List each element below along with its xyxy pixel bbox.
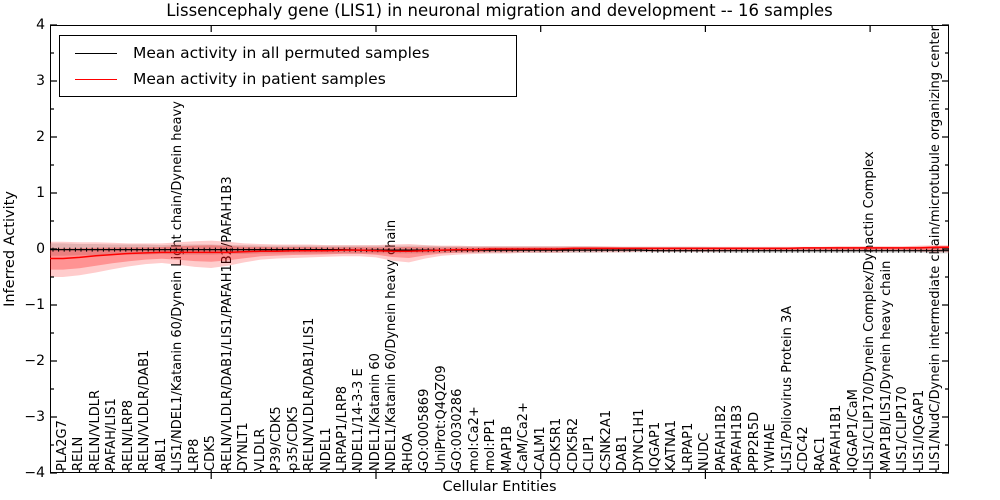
x-tick-label: RELN bbox=[71, 436, 87, 471]
x-tick-label: PAFAH1B3 bbox=[730, 404, 746, 471]
x-tick-label: DYNC1H1 bbox=[631, 408, 647, 471]
x-tick-label: YWHAE bbox=[763, 423, 779, 471]
y-tick-label: −2 bbox=[24, 353, 45, 369]
x-tick-label: LIS1/NudC/Dynein intermediate chain/micr… bbox=[928, 26, 943, 471]
x-tick-label: NDEL1/Katanin 60 bbox=[367, 353, 383, 471]
x-tick-label: PAFAH1B1 bbox=[829, 404, 845, 471]
legend-item: Mean activity in all permuted samples bbox=[60, 40, 516, 66]
x-tick-label: CDK5 bbox=[203, 435, 219, 471]
legend-item: Mean activity in patient samples bbox=[60, 66, 516, 92]
x-tick-label: LRP8 bbox=[186, 438, 202, 471]
x-tick-label: RELN/VLDLR/DAB1 bbox=[137, 349, 153, 471]
x-tick-label: PLA2G7 bbox=[55, 420, 70, 471]
x-tick-label: GO:0030286 bbox=[450, 388, 466, 471]
legend-line-permuted-icon bbox=[75, 52, 117, 54]
x-tick-label: P39/CDK5 bbox=[269, 406, 285, 471]
x-tick-label: GO:0005869 bbox=[417, 388, 433, 471]
x-tick-label: mol:PP1 bbox=[483, 418, 499, 471]
x-tick-label: RHOA bbox=[400, 433, 416, 471]
x-tick-label: MAP1B/LIS1/Dynein heavy chain bbox=[878, 260, 894, 471]
x-tick-label: CLIP1 bbox=[582, 434, 598, 471]
x-tick-label: LIS1/CLIP170 bbox=[895, 386, 911, 471]
x-tick-label: IQGAP1 bbox=[647, 421, 663, 471]
x-tick-label: NDEL1/Katanin 60/Dynein heavy chain bbox=[384, 219, 400, 471]
x-tick-label: RELN/VLDLR bbox=[87, 389, 103, 471]
y-tick-label: 4 bbox=[36, 17, 45, 33]
x-tick-label: PPP2R5D bbox=[746, 411, 762, 471]
x-tick-label: KATNA1 bbox=[664, 419, 680, 471]
x-tick-label: DYNLT1 bbox=[236, 422, 252, 471]
x-tick-label: NDEL1 bbox=[318, 427, 334, 471]
legend-line-patient-icon bbox=[75, 78, 117, 80]
x-tick-label: CDK5R2 bbox=[565, 417, 581, 471]
x-tick-label: LIS1/NDEL1/Katanin 60/Dynein Light chain… bbox=[170, 61, 186, 471]
y-tick-label: 2 bbox=[36, 129, 45, 145]
y-tick-label: 1 bbox=[36, 185, 45, 201]
x-tick-label: UniProt:Q4QZ09 bbox=[433, 365, 449, 471]
y-tick-label: 0 bbox=[36, 241, 45, 257]
x-tick-label: PAFAH1B2 bbox=[713, 404, 729, 471]
x-tick-label: LIS1/Poliovirus Protein 3A bbox=[779, 305, 795, 471]
x-tick-label: RELN/VLDLR/DAB1/LIS1/PAFAH1B2/PAFAH1B3 bbox=[219, 176, 235, 471]
x-tick-label: CALM1 bbox=[532, 426, 548, 471]
x-tick-label: NDEL1/14-3-3 E bbox=[351, 368, 367, 471]
legend-label: Mean activity in all permuted samples bbox=[133, 44, 430, 62]
x-tick-label: LIS1/CLIP170/Dynein Complex/Dynactin Com… bbox=[862, 151, 878, 471]
y-tick-label: −3 bbox=[24, 409, 45, 425]
x-tick-label: CaM/Ca2+ bbox=[516, 402, 532, 471]
x-tick-label: mol:Ca2+ bbox=[466, 406, 482, 471]
x-tick-label: LRPAP1/LRP8 bbox=[335, 385, 351, 471]
x-tick-label: DAB1 bbox=[615, 435, 631, 471]
x-tick-label: MAP1B bbox=[499, 425, 515, 471]
x-axis-label: Cellular Entities bbox=[442, 479, 557, 495]
x-tick-label: p35/CDK5 bbox=[285, 405, 301, 471]
y-tick-label: −4 bbox=[24, 465, 45, 481]
x-tick-label: ABL1 bbox=[153, 437, 169, 471]
y-tick-label: −1 bbox=[24, 297, 45, 313]
x-tick-label: NUDC bbox=[697, 432, 713, 471]
x-tick-label: IQGAP1/CaM bbox=[845, 389, 861, 471]
x-tick-label: RELN/LRP8 bbox=[120, 400, 136, 471]
y-tick-label: 3 bbox=[36, 73, 45, 89]
legend-label: Mean activity in patient samples bbox=[133, 70, 386, 88]
x-tick-label: VLDLR bbox=[252, 428, 268, 471]
x-tick-label: RAC1 bbox=[812, 436, 828, 471]
x-tick-label: PAFAH/LIS1 bbox=[104, 398, 120, 471]
x-tick-label: RELN/VLDLR/DAB1/LIS1 bbox=[302, 317, 318, 471]
x-tick-label: LRPAP1 bbox=[680, 422, 696, 471]
x-tick-label: CDK5R1 bbox=[549, 417, 565, 471]
chart-title: Lissencephaly gene (LIS1) in neuronal mi… bbox=[166, 1, 833, 20]
x-tick-label: CDC42 bbox=[796, 426, 812, 471]
legend: Mean activity in all permuted samples Me… bbox=[59, 35, 517, 97]
x-tick-label: CSNK2A1 bbox=[598, 409, 614, 471]
x-tick-label: LIS1/IQGAP1 bbox=[911, 389, 927, 471]
